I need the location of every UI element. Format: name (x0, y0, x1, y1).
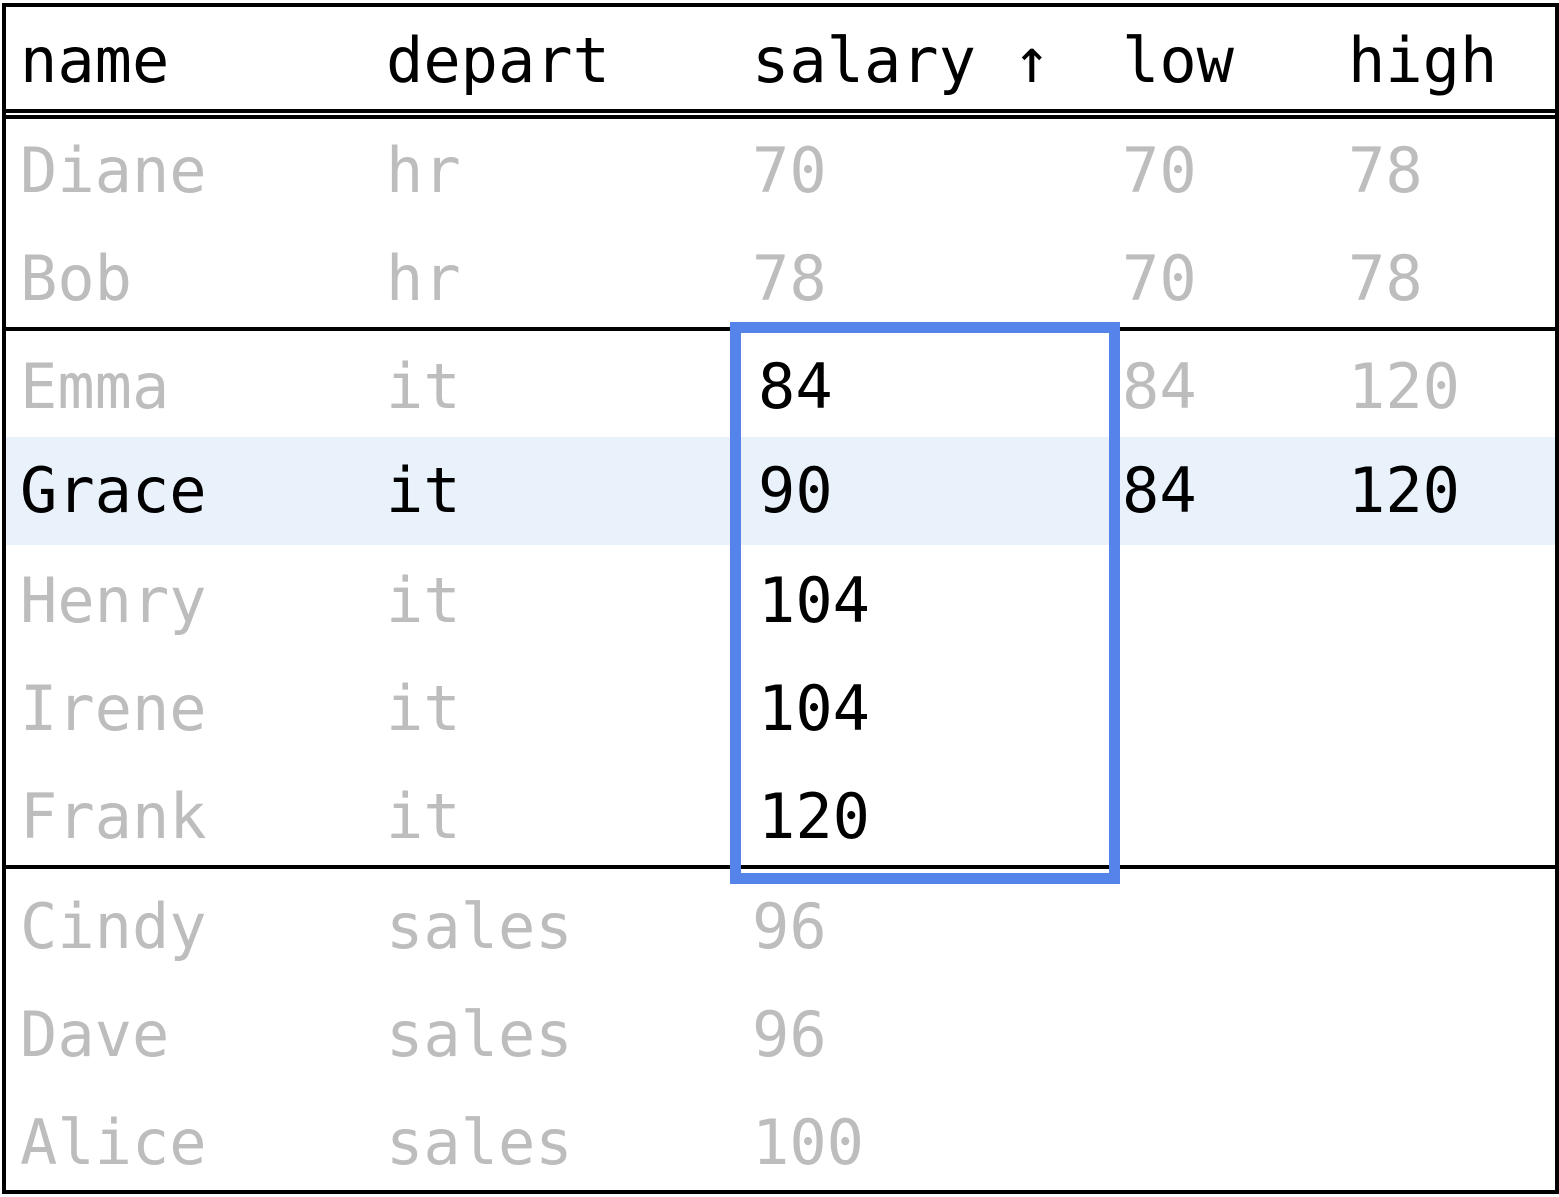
cell-name: Cindy (20, 890, 207, 963)
cell-depart: it (386, 780, 461, 853)
table-row: Irene it 104 (6, 655, 1555, 763)
cell-name: Diane (20, 134, 207, 207)
cell-depart: sales (386, 998, 573, 1071)
table-row: Dave sales 96 (6, 981, 1555, 1089)
cell-salary-in-frame: 104 (758, 564, 870, 637)
table-row: Diane hr 70 70 78 (6, 117, 1555, 225)
header-divider-inner (6, 115, 1555, 119)
cell-name: Emma (20, 350, 170, 423)
cell-salary-in-frame: 120 (758, 780, 870, 853)
cell-low: 84 (1122, 454, 1197, 527)
column-header-salary-sorted: salary ↑ (752, 24, 1051, 97)
column-header-high: high (1348, 24, 1498, 97)
cell-name: Irene (20, 672, 207, 745)
cell-salary-in-frame: 104 (758, 672, 870, 745)
cell-name: Grace (20, 454, 207, 527)
cell-depart: it (386, 350, 461, 423)
cell-low: 84 (1122, 350, 1197, 423)
partition-divider (6, 865, 1555, 869)
cell-salary: 96 (752, 890, 827, 963)
cell-depart: sales (386, 890, 573, 963)
cell-high: 120 (1348, 350, 1460, 423)
cell-name: Alice (20, 1106, 207, 1179)
cell-high: 78 (1348, 134, 1423, 207)
table-row: Bob hr 78 70 78 (6, 225, 1555, 333)
table-row: Alice sales 100 (6, 1089, 1555, 1197)
table-row: Emma it 84 84 120 (6, 333, 1555, 441)
cell-low: 70 (1122, 242, 1197, 315)
cell-high: 78 (1348, 242, 1423, 315)
table-row: Cindy sales 96 (6, 873, 1555, 981)
cell-depart: hr (386, 134, 461, 207)
cell-salary-in-frame: 84 (758, 350, 833, 423)
cell-low: 70 (1122, 134, 1197, 207)
header-divider (6, 109, 1555, 113)
cell-salary: 78 (752, 242, 827, 315)
cell-depart: it (386, 672, 461, 745)
table-row: Frank it 120 (6, 763, 1555, 871)
cell-name: Henry (20, 564, 207, 637)
column-header-low: low (1122, 24, 1234, 97)
column-header-name: name (20, 24, 170, 97)
cell-name: Bob (20, 242, 132, 315)
cell-depart: hr (386, 242, 461, 315)
cell-name: Frank (20, 780, 207, 853)
partition-divider (6, 327, 1555, 331)
cell-salary-in-frame: 90 (758, 454, 833, 527)
cell-depart: sales (386, 1106, 573, 1179)
cell-depart: it (386, 564, 461, 637)
window-function-table: name depart salary ↑ low high Diane hr 7… (2, 3, 1559, 1194)
cell-salary: 100 (752, 1106, 864, 1179)
column-header-depart: depart (386, 24, 610, 97)
current-row: Grace it 90 84 120 (6, 437, 1555, 545)
header-row: name depart salary ↑ low high (6, 7, 1555, 115)
cell-depart: it (386, 454, 461, 527)
cell-salary: 96 (752, 998, 827, 1071)
cell-salary: 70 (752, 134, 827, 207)
table-row: Henry it 104 (6, 547, 1555, 655)
cell-name: Dave (20, 998, 170, 1071)
cell-high: 120 (1348, 454, 1460, 527)
